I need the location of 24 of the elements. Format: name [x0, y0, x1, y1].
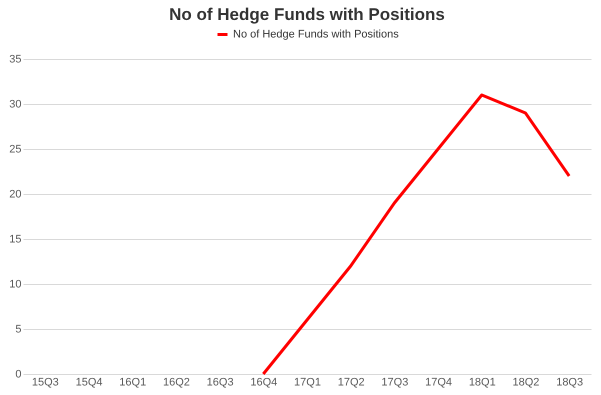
y-tick-label: 15	[9, 234, 22, 246]
y-tick-label: 25	[9, 144, 22, 156]
x-tick-label: 16Q3	[206, 376, 234, 388]
x-tick-label: 18Q1	[468, 376, 496, 388]
y-tick-label: 0	[15, 368, 22, 380]
y-tick-label: 20	[9, 188, 22, 200]
y-tick-label: 10	[9, 278, 22, 290]
y-tick-label: 35	[9, 54, 22, 66]
x-tick-label: 17Q4	[425, 376, 452, 388]
x-tick-label: 17Q1	[294, 376, 321, 388]
line-series	[262, 94, 571, 376]
x-tick-label: 16Q2	[162, 376, 190, 388]
chart-title: No of Hedge Funds with Positions	[169, 5, 445, 24]
x-tick-label: 15Q3	[32, 376, 59, 388]
x-tick-label: 15Q4	[76, 376, 102, 388]
y-tick-label: 30	[9, 98, 22, 110]
x-tick-label: 17Q2	[338, 376, 365, 388]
x-tick-label: 18Q2	[512, 376, 540, 388]
x-tick-label: 16Q1	[119, 376, 146, 388]
y-tick-label: 5	[15, 324, 22, 336]
x-tick-label: 17Q3	[381, 376, 408, 388]
x-tick-label: 18Q3	[556, 376, 584, 388]
x-tick-label: 16Q4	[250, 376, 278, 388]
legend-label: No of Hedge Funds with Positions	[233, 28, 400, 40]
